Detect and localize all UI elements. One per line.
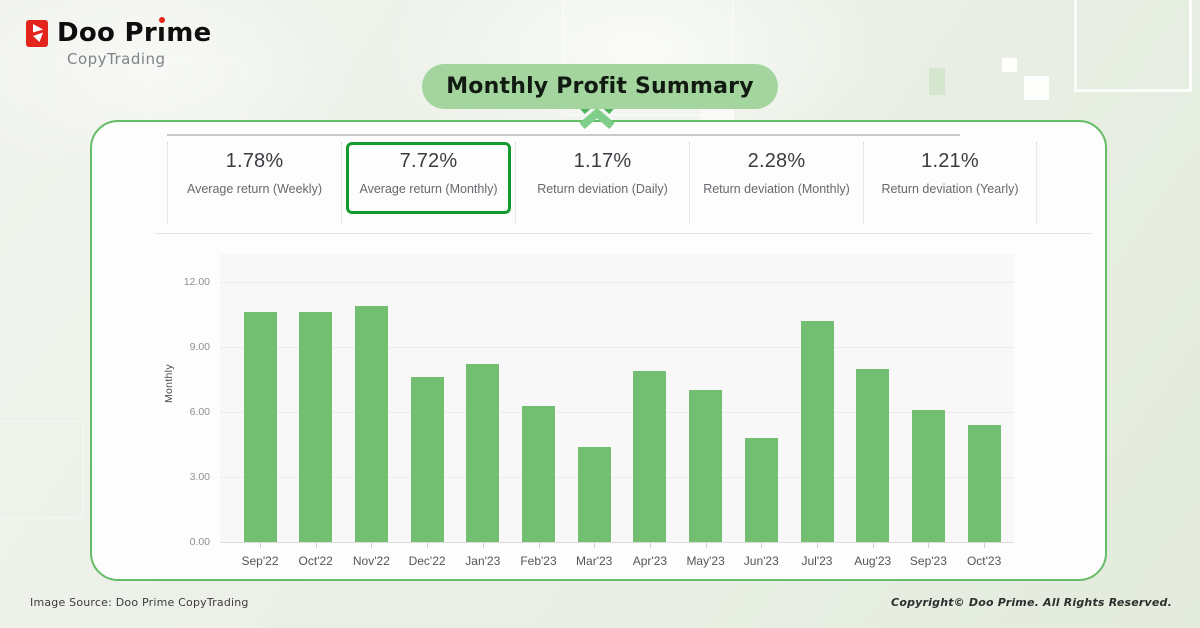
x-axis-label: May'23 [686,554,725,568]
x-tick [817,543,818,548]
bar-Jul'23 [800,321,834,542]
stats-top-border [167,134,960,136]
background-pattern-square [929,68,945,95]
stat-value: 1.17% [573,150,632,172]
stat-value: 2.28% [747,150,806,172]
stat-return-deviation-monthly[interactable]: 2.28% Return deviation (Monthly) [689,142,863,224]
x-tick [427,543,429,548]
x-tick [482,543,484,548]
brand-subtitle: CopyTrading [67,50,166,68]
x-axis-label: Sep'22 [241,554,279,568]
x-axis-label: Feb'23 [520,554,557,568]
x-tick [761,543,763,548]
x-tick [260,543,261,548]
bar-Jan'23 [466,364,500,542]
stat-value: 1.21% [921,150,979,172]
stat-value: 7.72% [399,150,458,172]
stats-row: 1.78% Average return (Weekly) 7.72% Aver… [167,142,1037,224]
bar-Sep'23 [911,409,945,542]
bar-Mar'23 [577,446,611,542]
x-tick [928,543,930,548]
x-axis-label: Apr'23 [632,554,668,568]
y-tick-label: 12.00 [183,276,210,288]
x-axis-label: Mar'23 [576,554,613,568]
x-tick [649,543,651,548]
brand-name: Doo Prı me [57,17,212,48]
bar-Sep'22 [243,312,277,542]
bar-Oct'23 [967,425,1001,542]
summary-card: 1.78% Average return (Weekly) 7.72% Aver… [90,120,1107,581]
stat-return-deviation-yearly[interactable]: 1.21% Return deviation (Yearly) [863,142,1037,224]
stat-average-return-monthly[interactable]: 7.72% Average return (Monthly) [341,142,515,224]
x-axis-label: Jul'23 [801,554,833,568]
bar-May'23 [689,390,723,542]
gridline [220,412,1014,413]
bar-Feb'23 [522,405,555,542]
stats-bottom-divider [155,233,1092,234]
x-axis-label: Nov'22 [352,554,390,568]
y-axis-title: Monthly [163,364,175,403]
x-axis-label: Jun'23 [743,554,779,568]
stat-return-deviation-daily[interactable]: 1.17% Return deviation (Daily) [515,142,689,224]
stat-value: 1.78% [225,150,284,172]
stat-label: Average return (Monthly) [359,182,498,196]
x-tick [315,543,317,548]
bar-Dec'22 [410,377,444,542]
background-pattern-square [1074,0,1192,92]
x-axis-label: Oct'22 [298,554,333,568]
x-tick [538,543,540,548]
x-tick [371,543,373,548]
gridline [220,347,1014,348]
bar-Jun'23 [744,438,778,542]
stat-label: Return deviation (Daily) [537,182,668,196]
stat-label: Average return (Weekly) [186,182,322,196]
y-tick-label: 9.00 [189,341,210,353]
stat-label: Return deviation (Monthly) [703,182,850,196]
gridline [220,477,1014,478]
bar-Aug'23 [856,368,890,542]
x-axis-label: Jan'23 [465,554,501,568]
y-tick-label: 0.00 [189,536,210,548]
stat-label: Return deviation (Yearly) [881,182,1019,196]
background-pattern-square [1024,76,1049,100]
logo: Doo Prı me CopyTrading [26,17,212,68]
background-pattern-square [1002,58,1017,72]
brand-i-dot [158,17,165,23]
x-tick [594,543,596,548]
copyright-text: Copyright© Doo Prime. All Rights Reserve… [891,596,1172,609]
bar-Nov'22 [354,305,388,542]
x-tick [705,543,707,548]
x-axis-label: Sep'23 [909,554,947,568]
bar-Oct'22 [299,312,333,542]
stat-average-return-weekly[interactable]: 1.78% Average return (Weekly) [167,142,341,224]
x-tick [984,543,986,548]
x-axis-label: Aug'23 [854,554,892,568]
image-source-text: Image Source: Doo Prime CopyTrading [30,596,249,609]
y-tick-label: 6.00 [189,406,210,418]
bar-Apr'23 [633,370,667,542]
y-tick-label: 3.00 [189,471,210,483]
x-axis-label: Dec'22 [408,554,446,568]
doo-prime-logo-icon [26,20,48,47]
x-tick [872,543,874,548]
background-pattern-square [0,420,84,519]
gridline [220,282,1014,283]
x-axis-label: Oct'23 [966,554,1002,568]
page-title: Monthly Profit Summary [422,64,778,109]
plot-area [220,254,1014,543]
